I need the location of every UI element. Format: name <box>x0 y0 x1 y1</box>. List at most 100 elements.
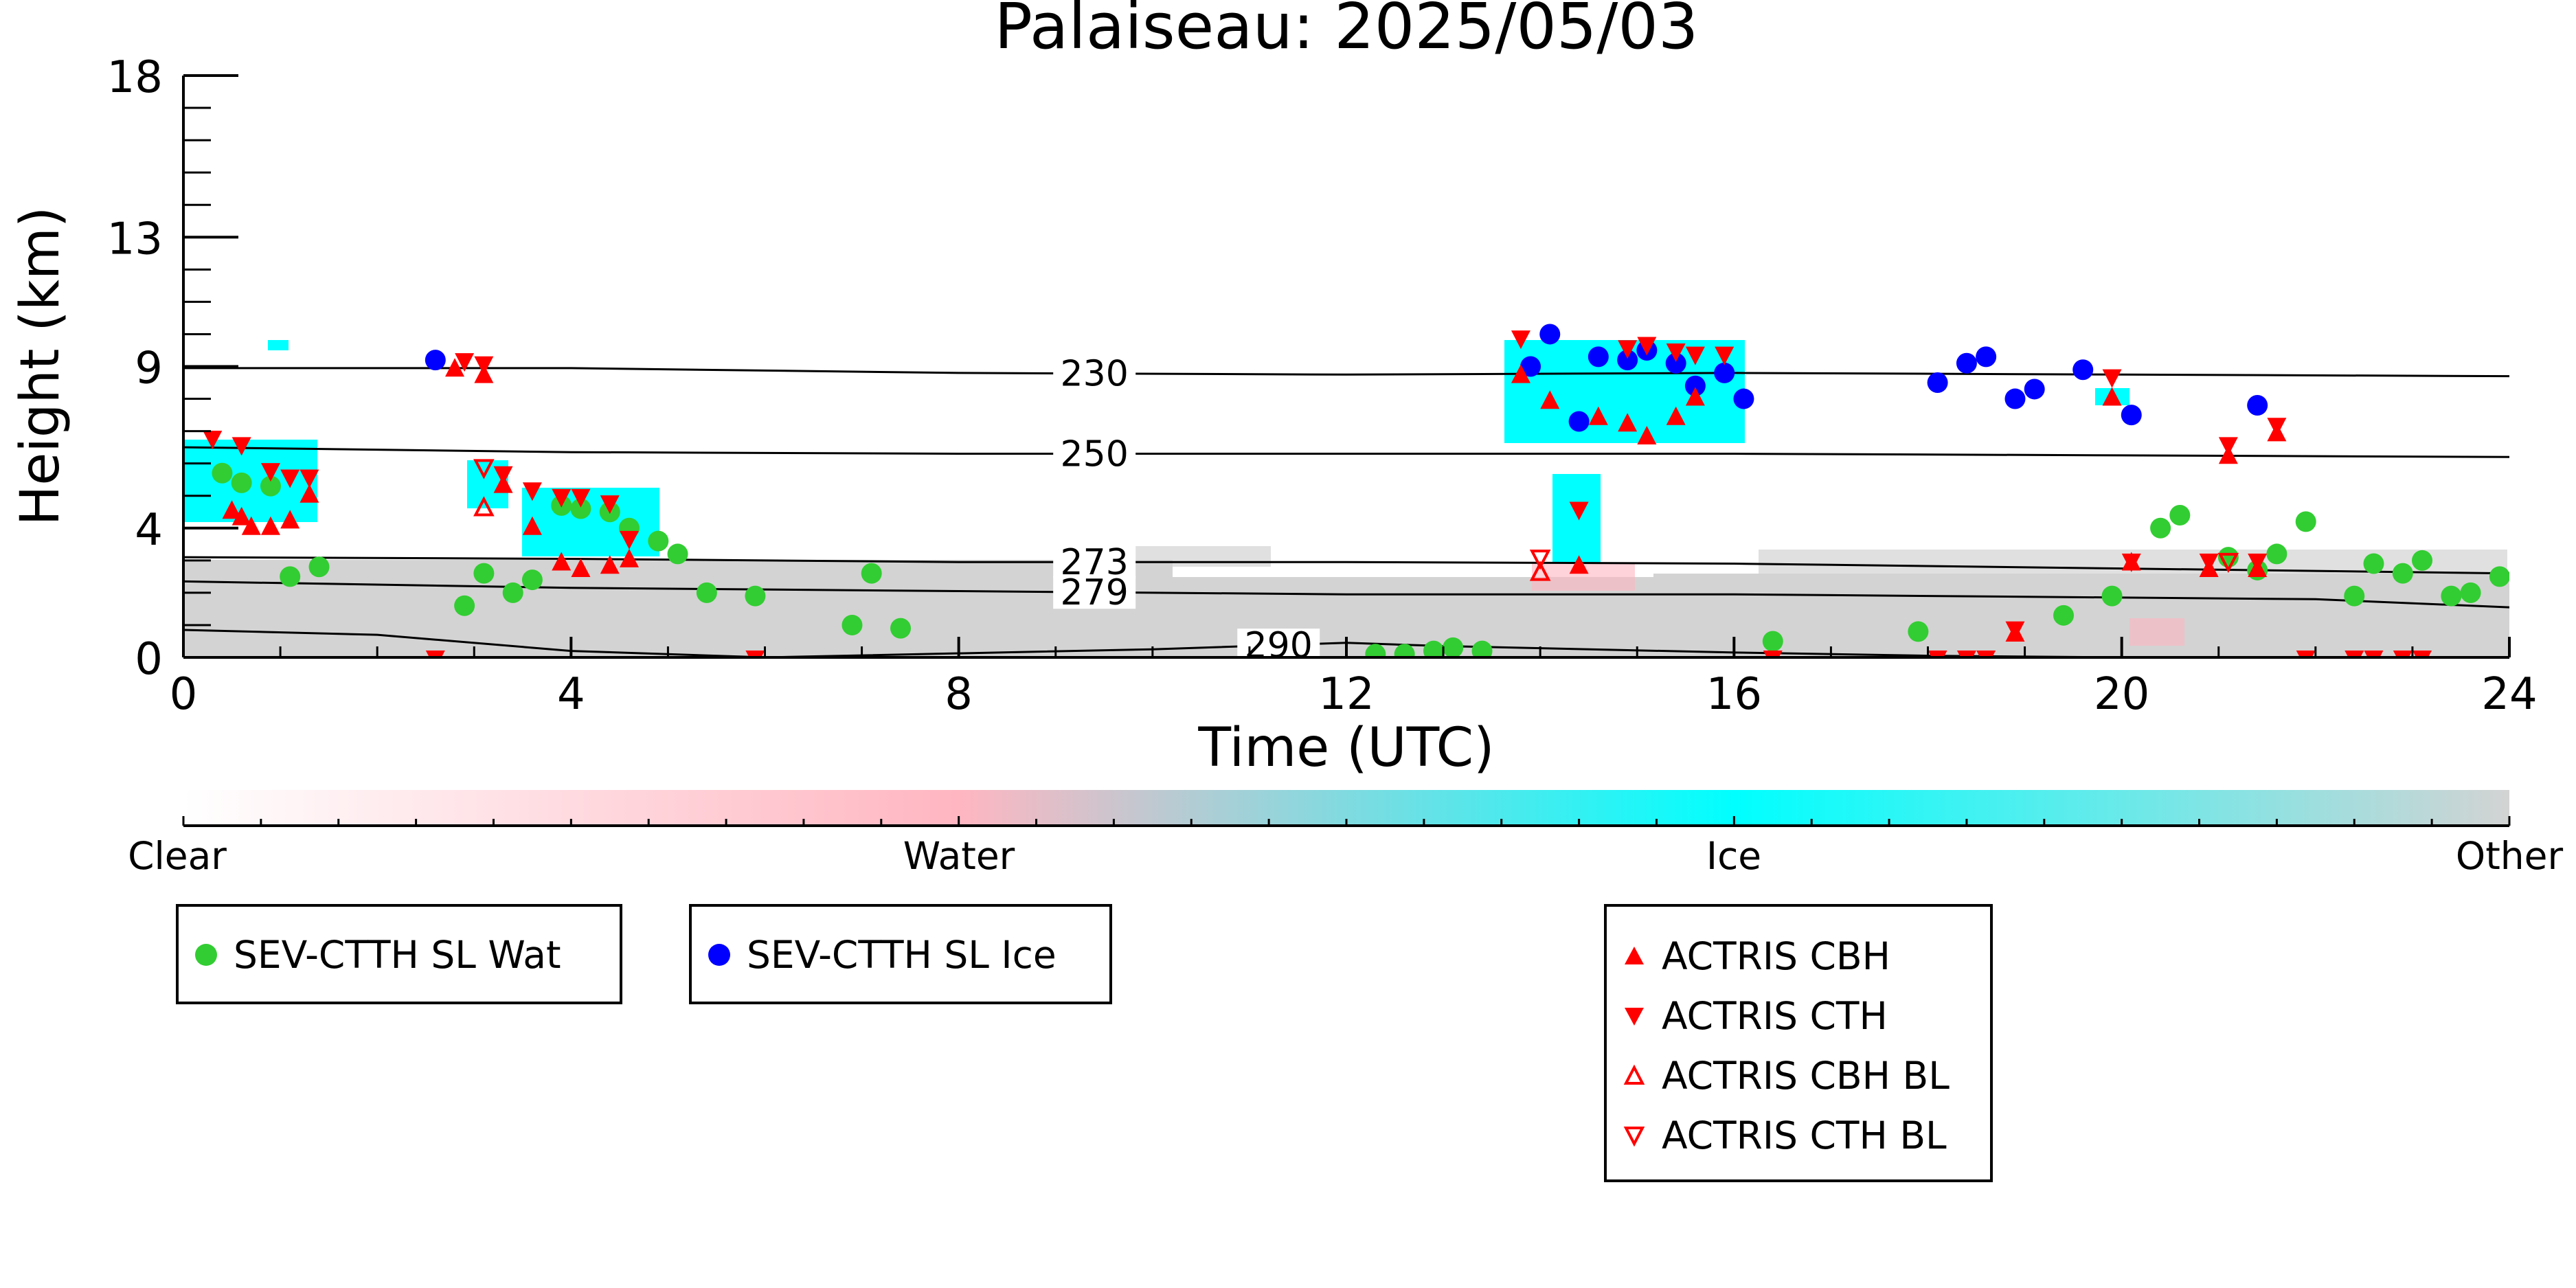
y-tick-label: 13 <box>107 214 163 264</box>
series-2-point <box>280 510 300 529</box>
legend-item-sev-ice: SEV-CTTH SL Ice <box>692 933 1057 977</box>
series-0-point <box>841 614 863 635</box>
series-3-point <box>1763 651 1783 657</box>
series-1-point <box>2024 379 2045 400</box>
series-3-point <box>1976 651 1996 657</box>
series-0 <box>212 462 2509 657</box>
other-mask-band <box>183 560 1173 657</box>
legend-circle-icon <box>692 934 747 975</box>
contour-273 <box>183 556 2509 575</box>
series-1-point <box>1733 388 1754 409</box>
legend-item-cth: ACTRIS CTH <box>1607 994 1888 1038</box>
series-0-point <box>1443 637 1464 657</box>
series-3-point <box>2005 621 2025 640</box>
series-3-point <box>1618 340 1638 359</box>
contour-label: 250 <box>1061 434 1129 475</box>
legend-water: SEV-CTTH SL Wat <box>176 904 622 1004</box>
series-4-point <box>1529 561 1551 581</box>
series-2-point <box>2102 387 2122 406</box>
series-3-point <box>474 356 494 375</box>
legend-item-sev-wat: SEV-CTTH SL Wat <box>179 933 561 977</box>
series-3-point <box>300 469 319 488</box>
series-3-point <box>571 488 591 508</box>
series-1-point <box>1927 372 1948 394</box>
y-tick-label: 0 <box>135 634 163 685</box>
legend-actris: ACTRIS CBH ACTRIS CTH ACTRIS CBH BL ACTR… <box>1604 904 1993 1182</box>
legend-triangle-down-open-icon <box>1607 1115 1662 1156</box>
x-tick-label: 16 <box>1706 669 1762 720</box>
contour-label: 290 <box>1245 625 1313 666</box>
series-0-point <box>521 569 543 591</box>
x-tick-label: 20 <box>2094 669 2149 720</box>
series-1-point <box>1617 350 1638 371</box>
series-0-point <box>260 475 281 497</box>
y-axis-ticks: 0 4 9 13 18 <box>107 52 238 685</box>
series-2-point <box>522 516 542 535</box>
legend-circle-icon <box>179 934 234 975</box>
series-1-point <box>2247 394 2268 416</box>
series-5-point <box>2217 552 2239 574</box>
series-0-point <box>2295 511 2316 532</box>
series-3-point <box>619 530 639 550</box>
series-2-point <box>1511 364 1530 383</box>
legend-item-cbh: ACTRIS CBH <box>1607 934 1890 978</box>
legend-item-cbh-bl: ACTRIS CBH BL <box>1607 1054 1950 1098</box>
series-3-point <box>1685 346 1705 365</box>
y-tick-label: 4 <box>135 505 163 556</box>
series-1 <box>425 324 2268 432</box>
legend-label: SEV-CTTH SL Wat <box>234 933 561 977</box>
series-0-point <box>2053 605 2075 626</box>
x-tick-label: 8 <box>945 669 973 720</box>
series-5-point <box>1529 550 1551 570</box>
series-1-point <box>1714 362 1735 383</box>
series-0-point <box>231 472 252 493</box>
colorbar-ticks <box>182 816 2511 826</box>
contour-250 <box>183 446 2509 458</box>
legend-label: SEV-CTTH SL Ice <box>747 933 1057 977</box>
series-1-point <box>2072 359 2094 381</box>
ice-mask-patch <box>268 340 289 350</box>
series-3-point <box>1637 337 1657 356</box>
series-3-point <box>203 431 223 450</box>
ice-mask-patch <box>522 488 659 556</box>
series-2-point <box>222 500 242 519</box>
series-3-point <box>455 353 475 372</box>
series-3-point <box>2393 651 2413 657</box>
series-3-point <box>522 482 542 501</box>
water-mask <box>1532 563 2184 646</box>
series-0-point <box>308 556 330 578</box>
contour-label: 230 <box>1061 354 1129 395</box>
series-3-point <box>2413 651 2432 657</box>
series-0-point <box>212 462 233 484</box>
series-0-point <box>2344 585 2365 607</box>
series-3-point <box>1511 330 1530 350</box>
series-5-point <box>473 459 495 479</box>
series-3-point <box>493 466 513 485</box>
legend-triangle-up-open-icon <box>1607 1055 1662 1096</box>
legend-label: ACTRIS CTH BL <box>1662 1114 1947 1157</box>
series-2-point <box>445 358 465 377</box>
series-0-point <box>2101 585 2123 607</box>
series-3-point <box>2267 418 2287 437</box>
legend-item-cth-bl: ACTRIS CTH BL <box>1607 1114 1947 1157</box>
x-axis-ticks: 0 4 8 12 16 20 24 <box>170 637 2538 720</box>
series-0-point <box>473 563 495 584</box>
series-3-point <box>2218 437 2238 456</box>
colorbar-label-clear: Clear <box>128 834 227 878</box>
series-2-point <box>241 516 261 535</box>
series-1-point <box>1568 411 1590 432</box>
series-0-point <box>1762 631 1783 652</box>
ice-mask-patch <box>1552 474 1601 563</box>
series-1-point <box>2004 388 2026 409</box>
series-2-point <box>1569 555 1589 574</box>
colorbar-label-water: Water <box>903 834 1015 878</box>
series-3-point <box>552 488 572 508</box>
series-3-point <box>231 437 251 456</box>
series-3-point <box>2199 553 2219 572</box>
series-3-point <box>2102 369 2122 388</box>
series-3-point <box>1666 343 1686 362</box>
contour-279 <box>183 580 2509 609</box>
series-2-point <box>1685 387 1705 406</box>
contour-label: 279 <box>1061 572 1129 613</box>
series-5 <box>473 459 2239 574</box>
